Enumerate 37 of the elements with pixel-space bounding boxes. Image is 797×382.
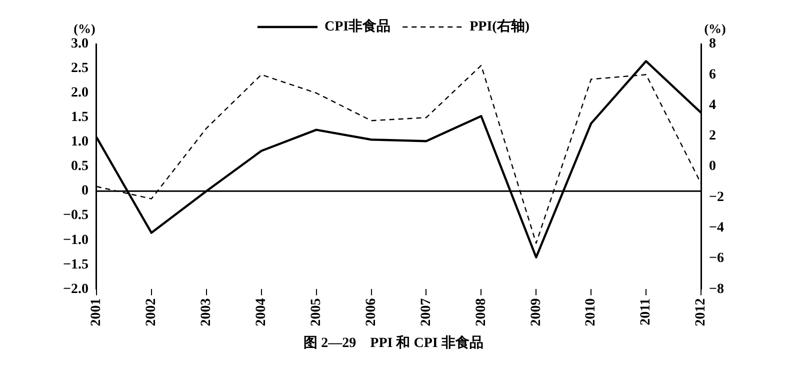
y2-tick-label: 4: [709, 98, 716, 113]
legend-label: PPI(右轴): [470, 18, 530, 35]
x-tick-label: 2006: [364, 298, 379, 326]
x-tick-label: 2009: [528, 298, 544, 326]
y-axis-title: (%): [74, 20, 96, 36]
y2-tick-label: −4: [709, 220, 724, 236]
y2-tick-label: −8: [709, 282, 724, 297]
y-tick-label: 1.0: [70, 134, 88, 150]
x-tick-label: 2008: [474, 298, 489, 326]
y-tick-label: 0.5: [70, 159, 88, 174]
x-tick-label: 2003: [199, 298, 214, 326]
y-tick-label: 2.5: [70, 61, 88, 76]
y-tick-label: 2.0: [70, 86, 88, 101]
x-tick-label: 2002: [144, 298, 160, 326]
y2-tick-label: 2: [709, 128, 716, 144]
y2-axis-title: (%): [704, 20, 726, 36]
x-tick-label: 2012: [694, 298, 709, 326]
x-tick-label: 2001: [89, 298, 104, 326]
y-tick-label: −1.5: [62, 257, 88, 272]
y-tick-label: 0: [81, 184, 88, 199]
x-tick-label: 2011: [638, 298, 654, 326]
y2-tick-label: 6: [709, 67, 716, 82]
text: 图 2—29 PPI 和 CPI 非食品: [304, 335, 484, 352]
y-tick-label: 3.0: [70, 36, 88, 52]
y2-tick-label: −2: [709, 190, 724, 205]
legend-label: CPI非食品: [324, 18, 391, 35]
x-tick-label: 2007: [418, 298, 434, 326]
y2-tick-label: 8: [709, 36, 716, 52]
y2-tick-label: 0: [709, 159, 716, 174]
y-tick-label: −0.5: [62, 208, 88, 224]
x-tick-label: 2004: [254, 298, 269, 326]
x-tick-label: 2010: [584, 298, 599, 326]
y2-tick-label: −6: [709, 251, 724, 266]
y-tick-label: 1.5: [70, 110, 88, 126]
y-tick-label: −2.0: [62, 282, 88, 297]
x-tick-label: 2005: [308, 298, 324, 326]
y-tick-label: −1.0: [62, 232, 88, 248]
